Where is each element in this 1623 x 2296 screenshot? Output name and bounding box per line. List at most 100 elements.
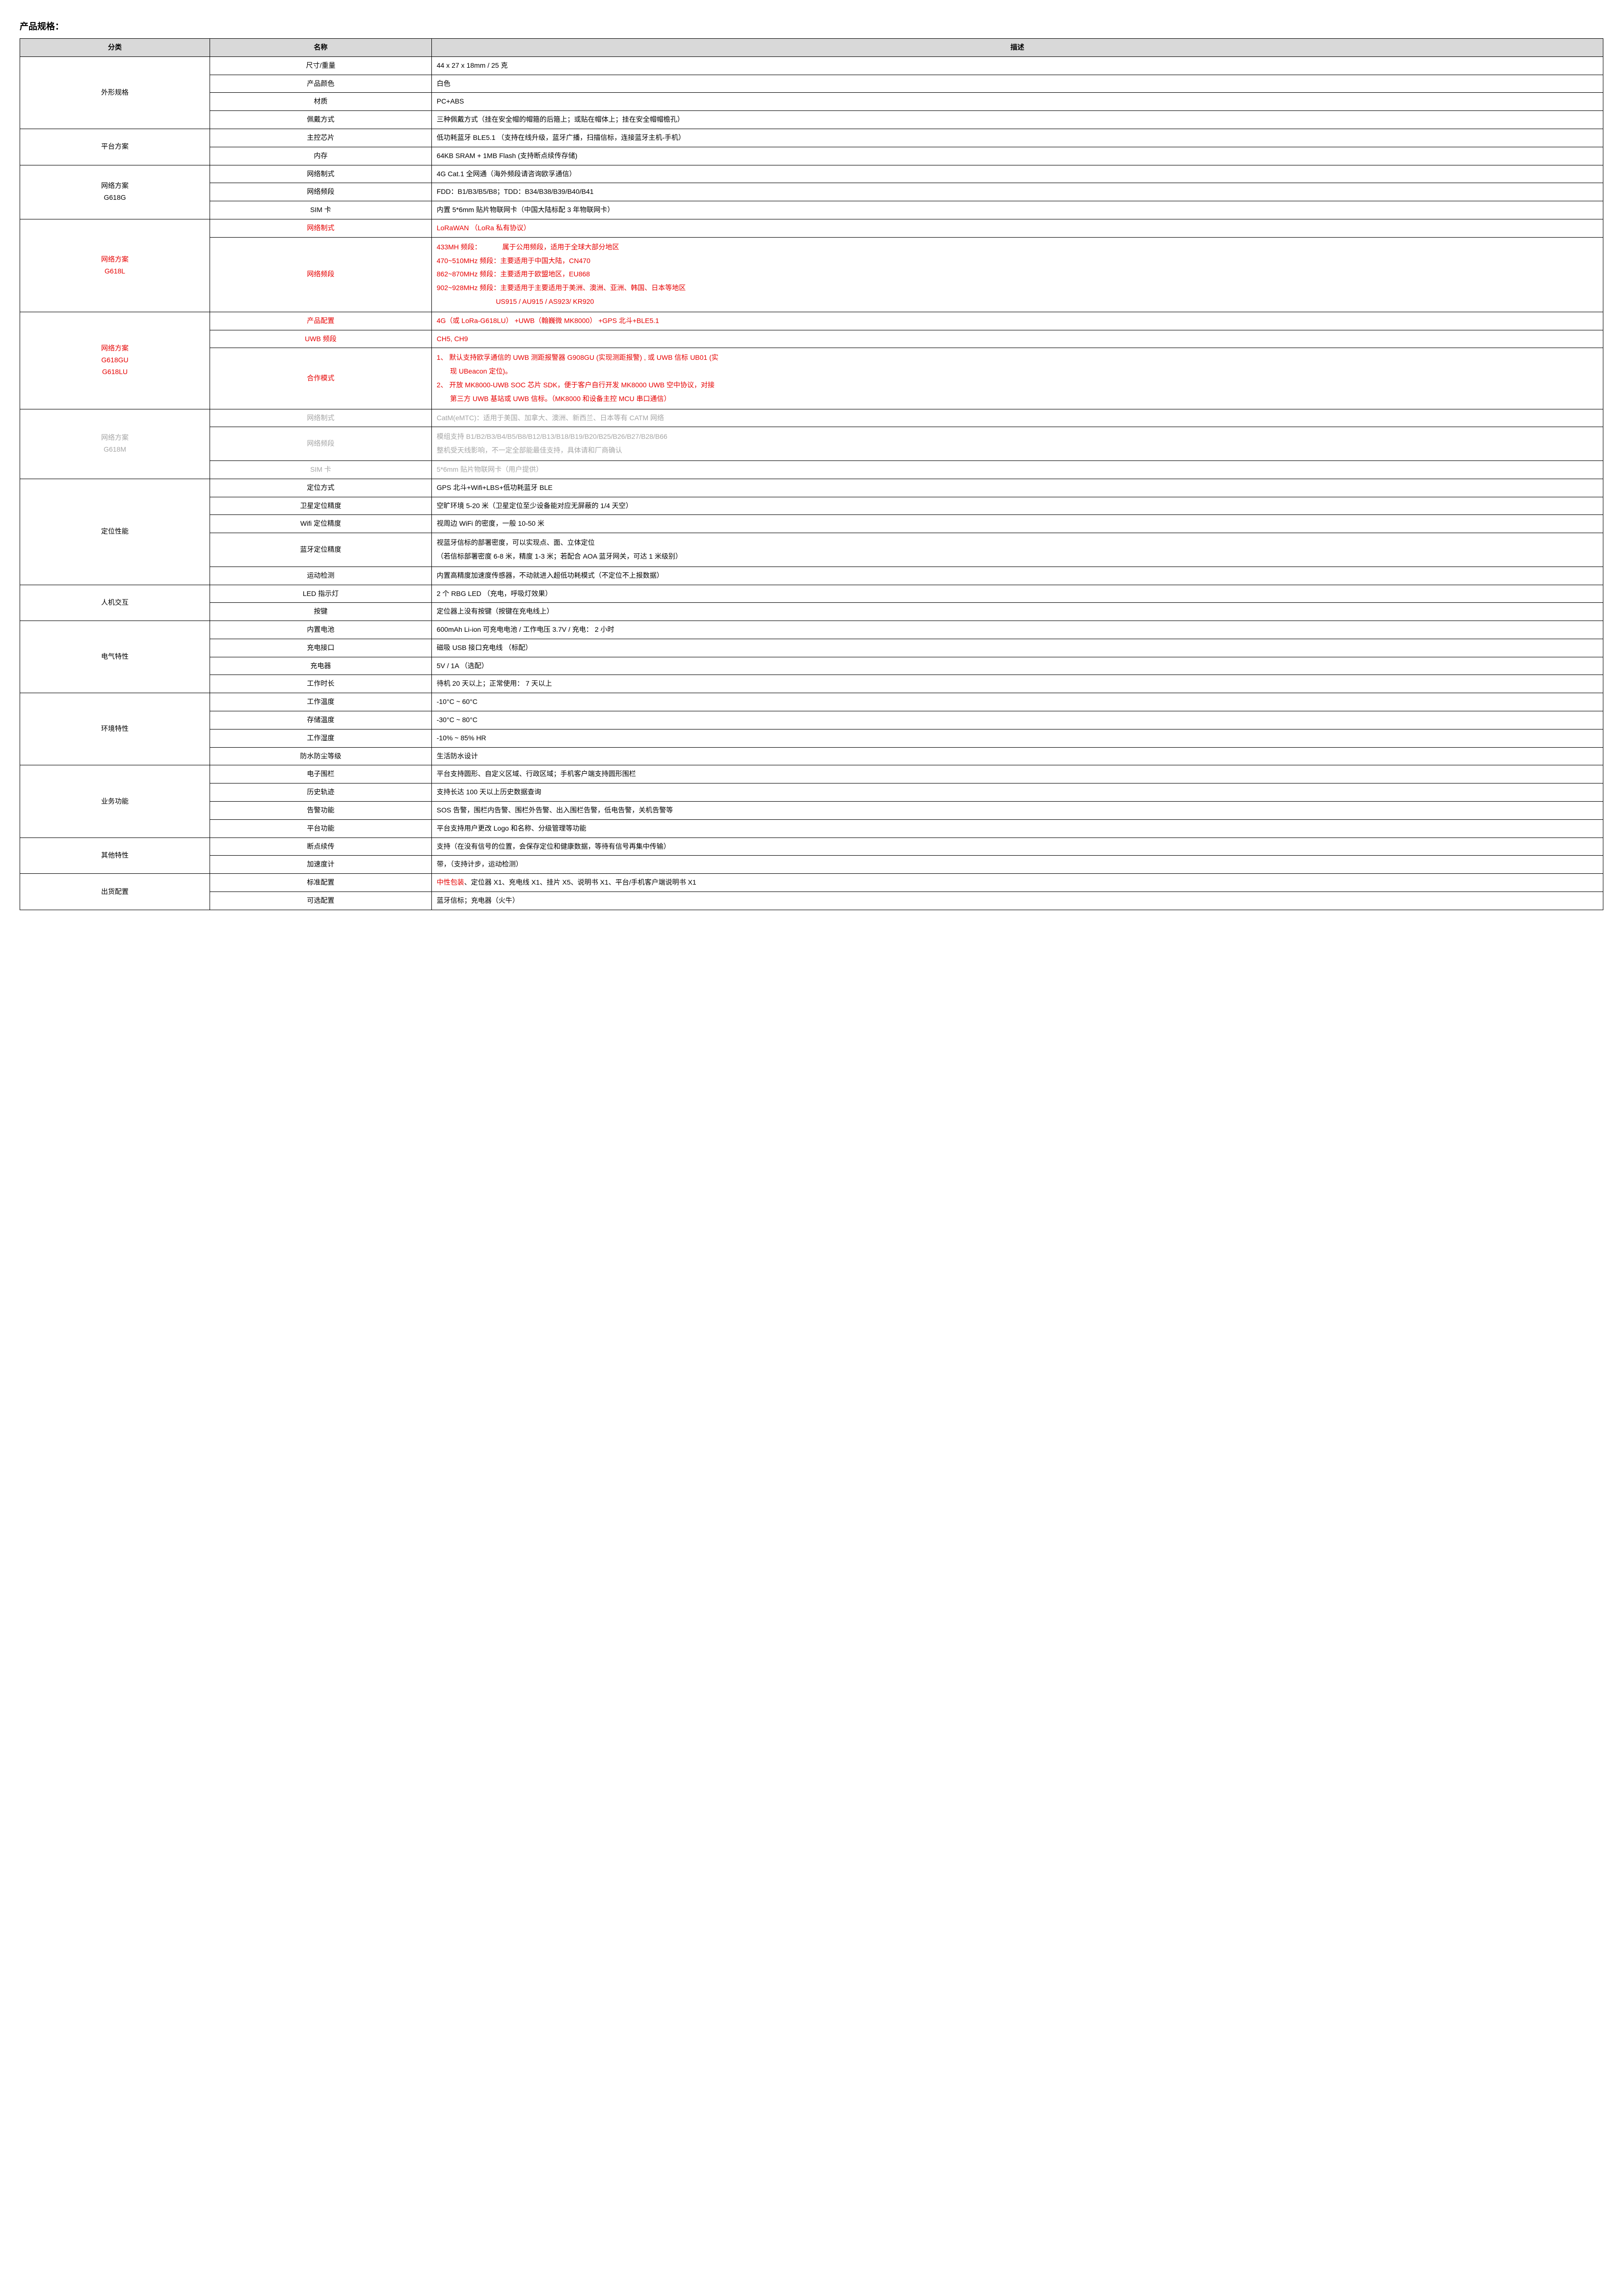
name-cell: 网络频段 xyxy=(210,427,432,461)
table-row: 环境特性工作温度-10°C ~ 60°C xyxy=(20,693,1603,711)
name-cell: 定位方式 xyxy=(210,479,432,497)
desc-cell: 64KB SRAM + 1MB Flash (支持断点续传存储) xyxy=(431,147,1603,165)
desc-cell: 5*6mm 贴片物联网卡（用户提供） xyxy=(431,460,1603,479)
table-row: 网络频段FDD：B1/B3/B5/B8；TDD：B34/B38/B39/B40/… xyxy=(20,183,1603,201)
table-row: 平台功能平台支持用户更改 Logo 和名称、分级管理等功能 xyxy=(20,819,1603,837)
name-cell: 存储温度 xyxy=(210,711,432,729)
name-cell: 充电接口 xyxy=(210,639,432,657)
name-cell: 网络制式 xyxy=(210,165,432,183)
table-row: 内存64KB SRAM + 1MB Flash (支持断点续传存储) xyxy=(20,147,1603,165)
category-cell: 平台方案 xyxy=(20,129,210,165)
table-row: 网络方案G618GUG618LU产品配置4G（或 LoRa-G618LU） +U… xyxy=(20,312,1603,330)
table-row: UWB 频段CH5, CH9 xyxy=(20,330,1603,348)
name-cell: 卫星定位精度 xyxy=(210,497,432,515)
table-row: 充电器5V / 1A （选配） xyxy=(20,657,1603,675)
desc-cell: 5V / 1A （选配） xyxy=(431,657,1603,675)
name-cell: 材质 xyxy=(210,93,432,111)
desc-cell: 低功耗蓝牙 BLE5.1 （支持在线升级，蓝牙广播，扫描信标，连接蓝牙主机-手机… xyxy=(431,129,1603,147)
desc-cell: 中性包装、定位器 X1、充电线 X1、挂片 X5、说明书 X1、平台/手机客户端… xyxy=(431,874,1603,892)
name-cell: 运动检测 xyxy=(210,567,432,585)
name-cell: 产品配置 xyxy=(210,312,432,330)
table-row: 外形规格尺寸/重量44 x 27 x 18mm / 25 克 xyxy=(20,56,1603,75)
name-cell: 工作时长 xyxy=(210,675,432,693)
desc-cell: 带，（支持计步，运动检测） xyxy=(431,856,1603,874)
desc-cell: 433MH 频段： 属于公用频段，适用于全球大部分地区470~510MHz 频段… xyxy=(431,237,1603,312)
desc-cell: 内置 5*6mm 贴片物联网卡（中国大陆标配 3 年物联网卡） xyxy=(431,201,1603,219)
name-cell: SIM 卡 xyxy=(210,201,432,219)
table-row: 可选配置蓝牙信标；充电器（火牛） xyxy=(20,892,1603,910)
table-row: SIM 卡内置 5*6mm 贴片物联网卡（中国大陆标配 3 年物联网卡） xyxy=(20,201,1603,219)
name-cell: 可选配置 xyxy=(210,892,432,910)
desc-cell: CatM(eMTC)：适用于美国、加拿大、澳洲、新西兰、日本等有 CATM 网络 xyxy=(431,409,1603,427)
desc-cell: 4G Cat.1 全网通（海外频段请咨询欧孚通信） xyxy=(431,165,1603,183)
desc-cell: 支持长达 100 天以上历史数据查询 xyxy=(431,783,1603,802)
desc-cell: PC+ABS xyxy=(431,93,1603,111)
table-row: 平台方案主控芯片低功耗蓝牙 BLE5.1 （支持在线升级，蓝牙广播，扫描信标，连… xyxy=(20,129,1603,147)
spec-table: 分类 名称 描述 外形规格尺寸/重量44 x 27 x 18mm / 25 克产… xyxy=(20,38,1603,910)
table-row: 网络方案G618M网络制式CatM(eMTC)：适用于美国、加拿大、澳洲、新西兰… xyxy=(20,409,1603,427)
category-cell: 其他特性 xyxy=(20,837,210,874)
name-cell: 电子围栏 xyxy=(210,765,432,783)
desc-cell: 平台支持圆形、自定义区域、行政区域；手机客户端支持圆形围栏 xyxy=(431,765,1603,783)
category-cell: 外形规格 xyxy=(20,56,210,129)
table-row: 网络频段433MH 频段： 属于公用频段，适用于全球大部分地区470~510MH… xyxy=(20,237,1603,312)
table-row: 历史轨迹支持长达 100 天以上历史数据查询 xyxy=(20,783,1603,802)
desc-cell: 生活防水设计 xyxy=(431,747,1603,765)
name-cell: 防水防尘等级 xyxy=(210,747,432,765)
table-row: 合作模式1、 默认支持欧孚通信的 UWB 测距报警器 G908GU (实现测距报… xyxy=(20,348,1603,409)
table-row: 佩戴方式三种佩戴方式（挂在安全帽的帽箍的后箍上；或贴在帽体上；挂在安全帽帽檐孔） xyxy=(20,111,1603,129)
table-row: Wifi 定位精度视周边 WiFi 的密度，一般 10-50 米 xyxy=(20,515,1603,533)
desc-cell: 支持（在没有信号的位置，会保存定位和健康数据，等待有信号再集中传输） xyxy=(431,837,1603,856)
desc-cell: 模组支持 B1/B2/B3/B4/B5/B8/B12/B13/B18/B19/B… xyxy=(431,427,1603,461)
table-row: 其他特性断点续传支持（在没有信号的位置，会保存定位和健康数据，等待有信号再集中传… xyxy=(20,837,1603,856)
table-row: 蓝牙定位精度视蓝牙信标的部署密度，可以实现点、面、立体定位（若信标部署密度 6-… xyxy=(20,533,1603,567)
table-row: 材质PC+ABS xyxy=(20,93,1603,111)
name-cell: 主控芯片 xyxy=(210,129,432,147)
table-row: 电气特性内置电池600mAh Li-ion 可充电电池 / 工作电压 3.7V … xyxy=(20,621,1603,639)
name-cell: 按键 xyxy=(210,603,432,621)
table-row: 按键定位器上没有按键（按键在充电线上） xyxy=(20,603,1603,621)
name-cell: LED 指示灯 xyxy=(210,585,432,603)
name-cell: UWB 频段 xyxy=(210,330,432,348)
desc-cell: 磁吸 USB 接口充电线 （标配） xyxy=(431,639,1603,657)
table-row: 告警功能SOS 告警，围栏内告警、围栏外告警、出入围栏告警，低电告警，关机告警等 xyxy=(20,802,1603,820)
category-cell: 网络方案G618GUG618LU xyxy=(20,312,210,409)
name-cell: SIM 卡 xyxy=(210,460,432,479)
desc-cell: 视蓝牙信标的部署密度，可以实现点、面、立体定位（若信标部署密度 6-8 米，精度… xyxy=(431,533,1603,567)
desc-cell: 平台支持用户更改 Logo 和名称、分级管理等功能 xyxy=(431,819,1603,837)
desc-cell: 600mAh Li-ion 可充电电池 / 工作电压 3.7V / 充电： 2 … xyxy=(431,621,1603,639)
desc-cell: 内置高精度加速度传感器，不动就进入超低功耗模式（不定位不上报数据） xyxy=(431,567,1603,585)
name-cell: 标准配置 xyxy=(210,874,432,892)
name-cell: 网络制式 xyxy=(210,219,432,237)
name-cell: 加速度计 xyxy=(210,856,432,874)
table-row: 定位性能定位方式GPS 北斗+Wifi+LBS+低功耗蓝牙 BLE xyxy=(20,479,1603,497)
table-row: 网络频段模组支持 B1/B2/B3/B4/B5/B8/B12/B13/B18/B… xyxy=(20,427,1603,461)
category-cell: 电气特性 xyxy=(20,621,210,693)
header-desc: 描述 xyxy=(431,39,1603,57)
table-row: 工作湿度-10% ~ 85% HR xyxy=(20,729,1603,747)
desc-cell: 蓝牙信标；充电器（火牛） xyxy=(431,892,1603,910)
header-name: 名称 xyxy=(210,39,432,57)
desc-cell: 44 x 27 x 18mm / 25 克 xyxy=(431,56,1603,75)
table-row: 业务功能电子围栏平台支持圆形、自定义区域、行政区域；手机客户端支持圆形围栏 xyxy=(20,765,1603,783)
name-cell: 充电器 xyxy=(210,657,432,675)
table-row: 存储温度-30°C ~ 80°C xyxy=(20,711,1603,729)
table-row: 卫星定位精度空旷环境 5-20 米（卫星定位至少设备能对应无屏蔽的 1/4 天空… xyxy=(20,497,1603,515)
table-row: 网络方案G618L网络制式LoRaWAN （LoRa 私有协议） xyxy=(20,219,1603,237)
table-row: 人机交互LED 指示灯2 个 RBG LED （充电，呼吸灯效果） xyxy=(20,585,1603,603)
desc-cell: 视周边 WiFi 的密度，一般 10-50 米 xyxy=(431,515,1603,533)
name-cell: 尺寸/重量 xyxy=(210,56,432,75)
page-title: 产品规格： xyxy=(20,20,1603,32)
name-cell: 佩戴方式 xyxy=(210,111,432,129)
name-cell: 网络制式 xyxy=(210,409,432,427)
category-cell: 环境特性 xyxy=(20,693,210,765)
category-cell: 定位性能 xyxy=(20,479,210,585)
header-category: 分类 xyxy=(20,39,210,57)
desc-cell: 1、 默认支持欧孚通信的 UWB 测距报警器 G908GU (实现测距报警) ,… xyxy=(431,348,1603,409)
name-cell: 合作模式 xyxy=(210,348,432,409)
desc-cell: 三种佩戴方式（挂在安全帽的帽箍的后箍上；或贴在帽体上；挂在安全帽帽檐孔） xyxy=(431,111,1603,129)
table-row: 运动检测内置高精度加速度传感器，不动就进入超低功耗模式（不定位不上报数据） xyxy=(20,567,1603,585)
desc-cell: 白色 xyxy=(431,75,1603,93)
name-cell: 工作湿度 xyxy=(210,729,432,747)
name-cell: 网络频段 xyxy=(210,183,432,201)
